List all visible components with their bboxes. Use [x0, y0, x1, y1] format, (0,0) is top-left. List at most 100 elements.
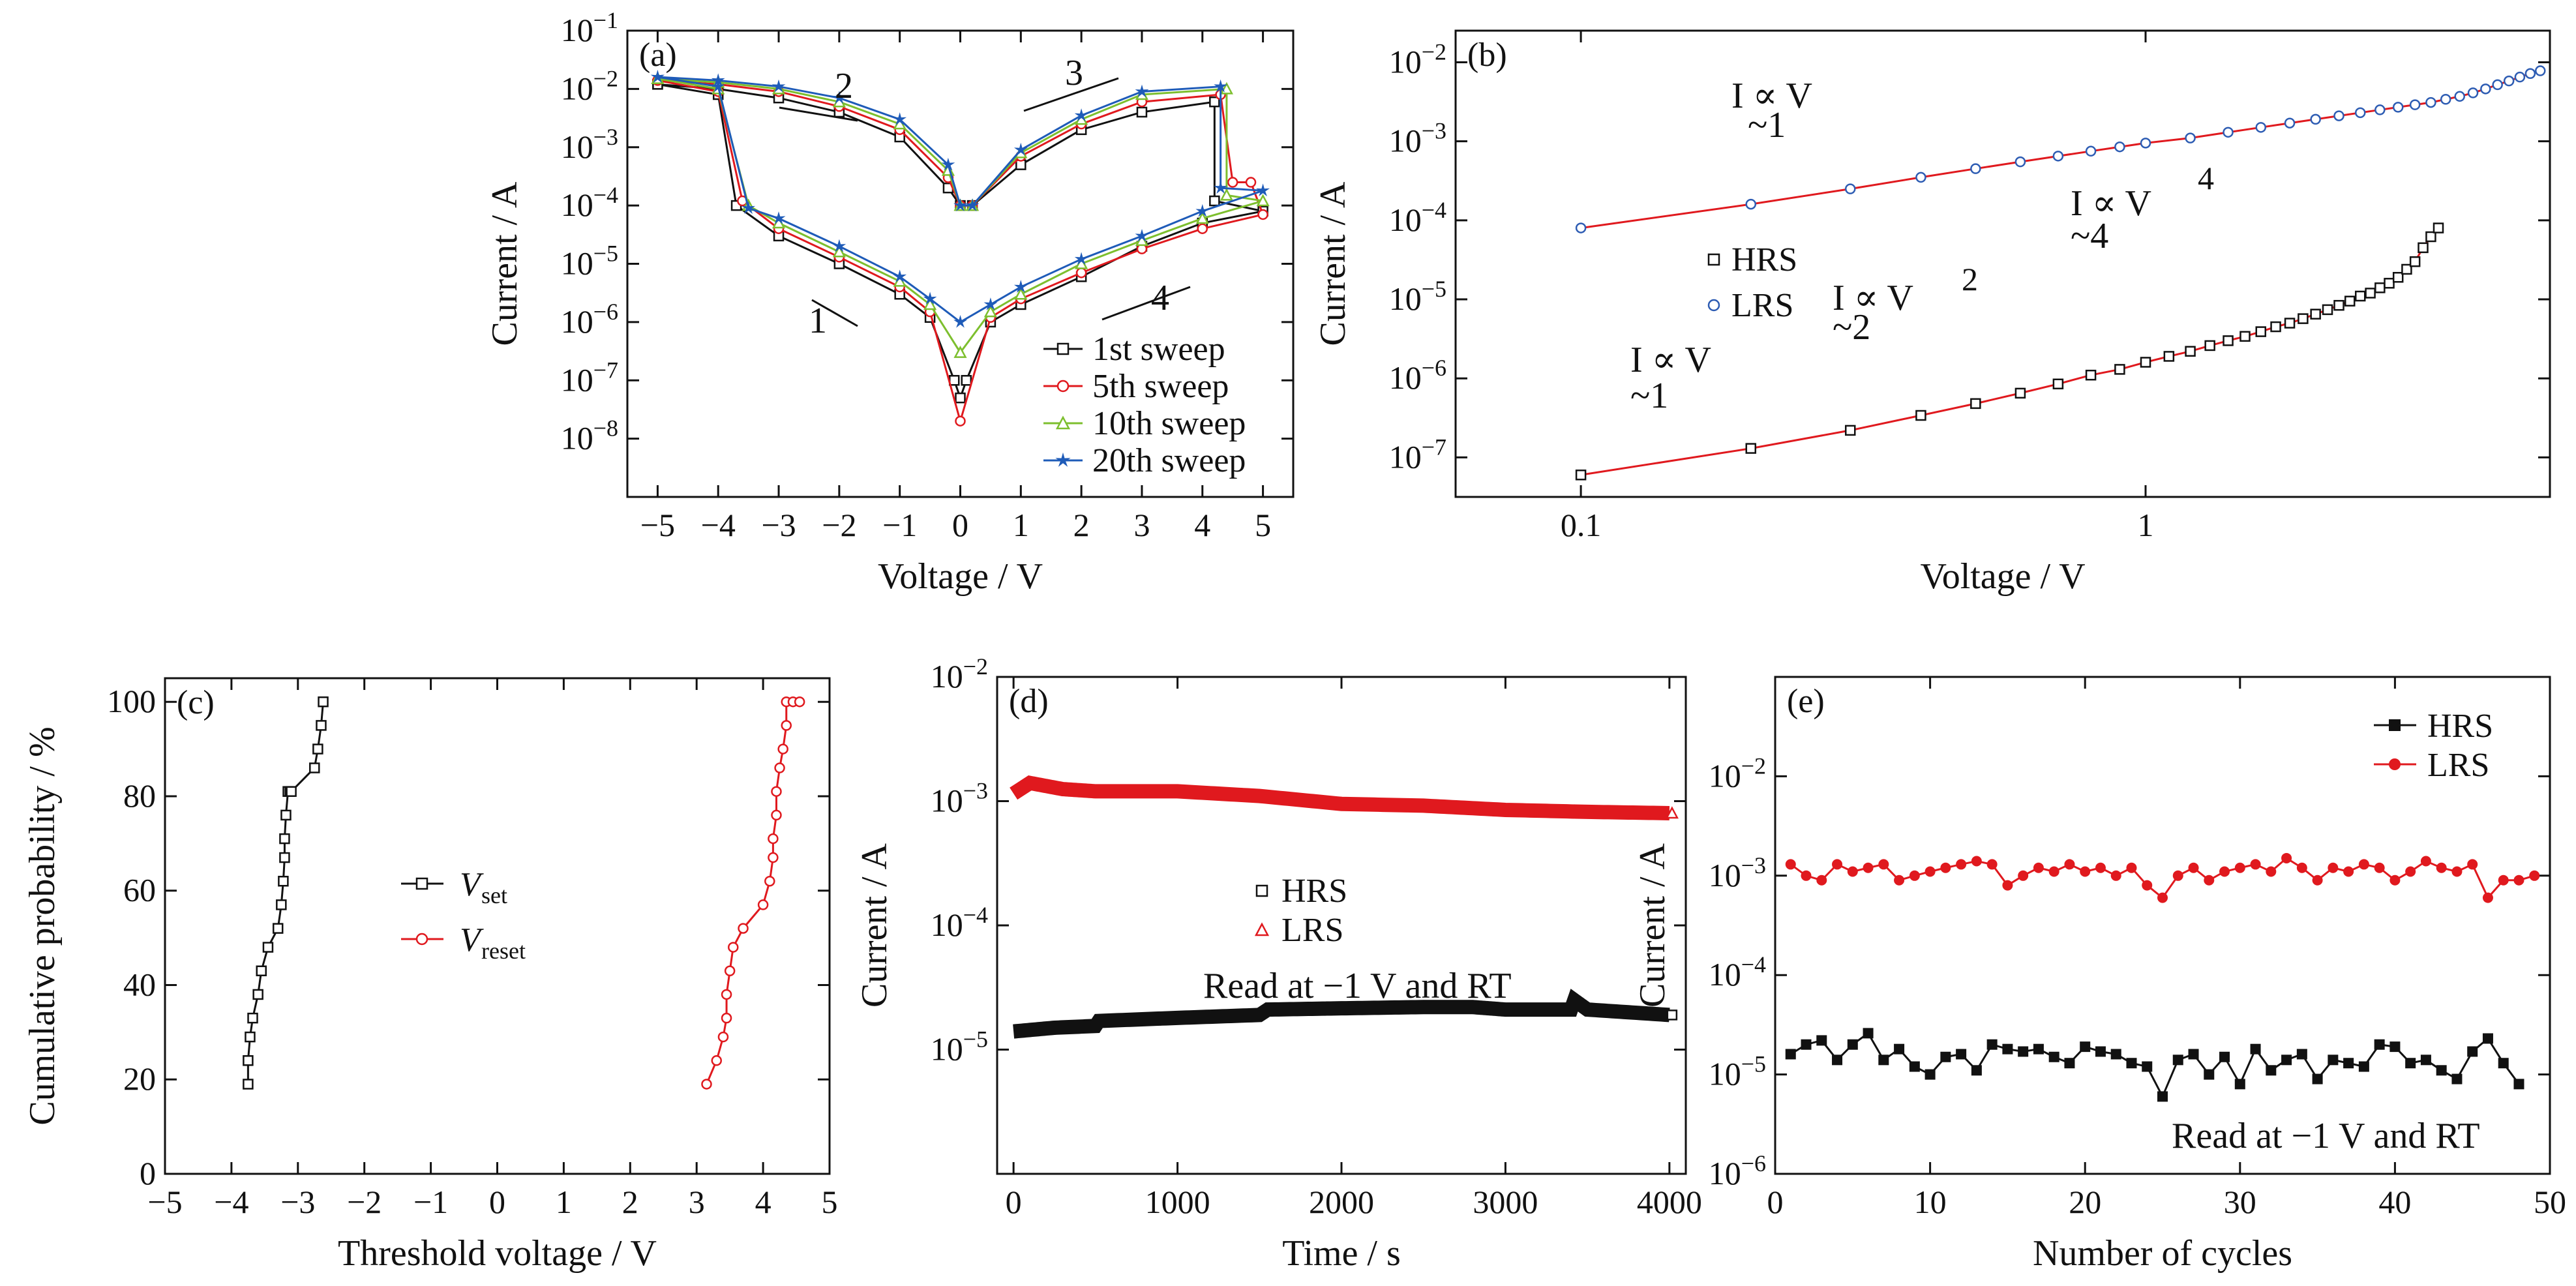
- y-tick-label: 10−6: [1389, 355, 1446, 396]
- data-point: [2354, 107, 2366, 119]
- data-point: [2185, 346, 2196, 357]
- x-tick-label: −5: [147, 1184, 182, 1220]
- data-point: [1785, 1049, 1796, 1060]
- y-tick-label: 10−7: [561, 357, 618, 398]
- data-point: [2343, 1058, 2354, 1069]
- data-point: [2142, 880, 2153, 891]
- x-tick-label: 2000: [1309, 1184, 1374, 1220]
- chart-c: −5 −4 −3 −2 −1 0 1 2 3 4 5 0 20 40 60 80 100 Threshold vo…: [22, 677, 838, 1274]
- x-tick-label: 0: [489, 1184, 505, 1220]
- data-point: [2389, 1041, 2401, 1053]
- y-tick-label: 0: [140, 1155, 156, 1191]
- data-point: [774, 762, 785, 773]
- series-LRS: [1785, 852, 2540, 903]
- legend-subscript: set: [481, 882, 507, 908]
- data-point: [1135, 228, 1149, 242]
- data-point: [2451, 866, 2463, 877]
- data-point: [1844, 183, 1856, 194]
- plot-frame: [164, 677, 831, 1175]
- data-point: [961, 375, 972, 386]
- x-tick-label: −3: [761, 507, 796, 543]
- data-point: [309, 762, 320, 773]
- data-point: [2514, 71, 2526, 83]
- data-point: [2284, 117, 2296, 128]
- data-point: [2482, 1033, 2493, 1044]
- data-point: [2409, 256, 2421, 267]
- y-axis-label: Current / A: [485, 181, 525, 346]
- data-point: [2002, 1043, 2013, 1054]
- power-law-annotation: I ∝ V: [1833, 278, 1913, 318]
- series-band: [1013, 989, 1670, 1039]
- data-point: [247, 1012, 258, 1024]
- data-point: [2255, 326, 2267, 337]
- data-point: [2310, 113, 2321, 125]
- series-3: [651, 71, 1270, 358]
- data-point: [2354, 290, 2366, 302]
- data-point: [1970, 163, 1981, 174]
- data-point: [2085, 369, 2097, 381]
- y-tick-label: 80: [123, 777, 156, 814]
- data-point: [1209, 96, 1220, 108]
- data-point: [2204, 340, 2215, 351]
- data-point: [1971, 856, 1982, 867]
- x-tick-label: 10: [1914, 1184, 1947, 1220]
- x-tick-label: −2: [822, 507, 856, 543]
- data-point: [2002, 880, 2013, 891]
- y-tick-label: 20: [123, 1060, 156, 1097]
- legend-label: LRS: [2427, 747, 2489, 784]
- x-tick-label: 1: [556, 1184, 572, 1220]
- data-point: [1135, 84, 1149, 98]
- data-point: [1878, 859, 1889, 870]
- data-point: [781, 720, 792, 731]
- data-point: [252, 989, 263, 1000]
- data-point: [1665, 806, 1679, 819]
- series-set: [243, 696, 329, 1090]
- y-tick-label: 10−3: [1709, 852, 1766, 893]
- chart-d: 0 1000 2000 3000 4000 10−5 10−4 10−3 10−2 Time / …: [854, 653, 1702, 1274]
- data-point: [738, 923, 749, 934]
- y-tick-label: 10−4: [561, 182, 618, 223]
- data-point: [2219, 866, 2230, 877]
- legend-marker: [1255, 884, 1268, 897]
- data-point: [2234, 1079, 2245, 1090]
- data-point: [2110, 1049, 2121, 1060]
- data-point: [2451, 1073, 2463, 1084]
- data-point: [1227, 177, 1238, 188]
- sweep-arrow: [1101, 286, 1191, 321]
- data-point: [2219, 1051, 2230, 1062]
- data-point: [1832, 1054, 1843, 1066]
- power-law-annotation: ~1: [1748, 105, 1786, 145]
- data-point: [2114, 141, 2125, 153]
- data-point: [1575, 222, 1587, 233]
- sweep-step-label: 3: [1065, 53, 1083, 93]
- sweep-step-label: 2: [835, 66, 853, 106]
- data-point: [243, 1079, 254, 1090]
- y-tick-label: 10−3: [1389, 118, 1446, 159]
- data-point: [893, 269, 907, 283]
- data-point: [2281, 852, 2292, 863]
- y-axis-label: Current / A: [1313, 181, 1353, 346]
- data-point: [1970, 398, 1981, 410]
- y-tick-label: 10−4: [1389, 197, 1446, 238]
- data-point: [771, 809, 782, 821]
- data-point: [2374, 1039, 2385, 1050]
- data-point: [768, 833, 779, 845]
- legend-label: 1st sweep: [1092, 331, 1225, 368]
- y-tick-label: 10−3: [931, 778, 988, 819]
- data-point: [727, 942, 739, 953]
- legend-marker: [415, 877, 428, 890]
- data-point: [278, 875, 289, 887]
- legend-label: HRS: [1281, 873, 1347, 910]
- x-tick-label: −1: [882, 507, 917, 543]
- data-point: [2529, 870, 2540, 881]
- data-point: [1832, 859, 1843, 870]
- power-law-annotation: ~1: [1630, 376, 1668, 416]
- x-axis-label: Time / s: [1282, 1233, 1401, 1274]
- data-point: [1074, 108, 1088, 121]
- data-point: [1925, 866, 1936, 877]
- legend-label: 5th sweep: [1092, 368, 1229, 405]
- read-condition-annotation: Read at −1 V and RT: [2172, 1116, 2480, 1156]
- y-tick-label: 40: [123, 966, 156, 1002]
- data-point: [2344, 295, 2356, 307]
- x-axis-label: Voltage / V: [1920, 556, 2085, 597]
